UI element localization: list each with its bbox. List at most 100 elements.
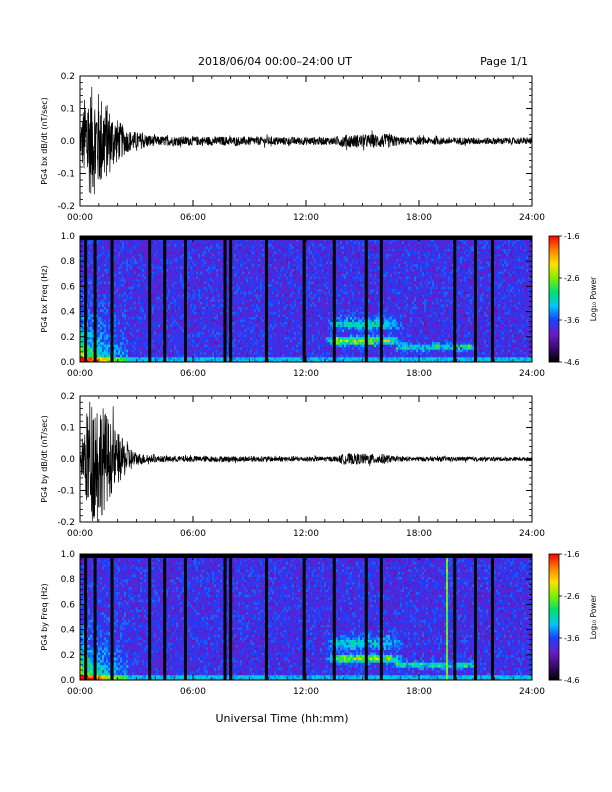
spectrogram-cell xyxy=(154,329,157,333)
spectrogram-cell xyxy=(104,281,107,285)
spectrogram-cell xyxy=(120,258,123,262)
spectrogram-cell xyxy=(232,341,235,345)
spectrogram-cell xyxy=(90,271,93,275)
spectrogram-cell xyxy=(220,351,223,355)
spectrogram-cell xyxy=(104,354,107,358)
spectrogram-cell xyxy=(186,291,189,295)
spectrogram-cell xyxy=(158,266,161,270)
spectrogram-cell xyxy=(202,268,205,272)
spectrogram-cell xyxy=(272,243,275,247)
spectrogram-cell xyxy=(124,266,127,270)
spectrogram-cell xyxy=(152,329,155,333)
spectrogram-cell xyxy=(108,258,111,262)
spectrogram-cell xyxy=(220,266,223,270)
spectrogram-cell xyxy=(82,314,85,317)
spectrogram-cell xyxy=(108,349,111,353)
spectrogram-cell xyxy=(262,339,265,343)
spectrogram-cell xyxy=(234,293,237,297)
spectrogram-cell xyxy=(262,299,265,302)
spectrogram-cell xyxy=(176,354,179,358)
spectrogram-cell xyxy=(178,293,181,297)
spectrogram-cell xyxy=(128,356,131,360)
spectrogram-cell xyxy=(260,319,263,322)
spectrogram-cell xyxy=(260,293,263,297)
spectrogram-cell xyxy=(124,334,127,338)
spectrogram-cell xyxy=(100,316,103,320)
spectrogram-cell xyxy=(120,283,123,287)
spectrogram-cell xyxy=(152,349,155,353)
spectrogram-cell xyxy=(220,304,223,307)
spectrogram-cell xyxy=(124,258,127,262)
spectrogram-cell xyxy=(186,276,189,280)
spectrogram-cell xyxy=(182,349,185,353)
spectrogram-cell xyxy=(274,349,277,353)
spectrogram-cell xyxy=(108,351,111,355)
spectrogram-cell xyxy=(140,256,143,259)
spectrogram-cell xyxy=(114,336,117,340)
spectrogram-cell xyxy=(228,331,231,335)
spectrogram-cell xyxy=(258,248,261,252)
spectrogram-cell xyxy=(140,296,143,300)
spectrogram-cell xyxy=(132,263,135,267)
spectrogram-cell xyxy=(260,268,263,272)
spectrogram-cell xyxy=(244,326,247,330)
spectrogram-cell xyxy=(140,251,143,254)
spectrogram-cell xyxy=(254,324,257,328)
spectrogram-cell xyxy=(252,346,255,350)
spectrogram-cell xyxy=(204,258,207,262)
spectrogram-cell xyxy=(146,256,149,259)
spectrogram-cell xyxy=(160,326,163,330)
spectrogram-cell xyxy=(270,301,273,305)
spectrogram-cell xyxy=(232,334,235,338)
spectrogram-cell xyxy=(128,243,131,247)
spectrogram-cell xyxy=(118,281,121,285)
spectrogram-cell xyxy=(106,319,109,322)
spectrogram-cell xyxy=(212,283,215,287)
spectrogram-cell xyxy=(134,286,137,290)
spectrogram-cell xyxy=(156,281,159,285)
spectrogram-cell xyxy=(180,248,183,252)
spectrogram-cell xyxy=(186,278,189,282)
spectrogram-cell xyxy=(178,256,181,259)
spectrogram-cell xyxy=(186,336,189,340)
spectrogram-cell xyxy=(274,339,277,343)
spectrogram-cell xyxy=(156,324,159,328)
spectrogram-cell xyxy=(124,273,127,277)
spectrogram-cell xyxy=(192,241,195,244)
spectrogram-cell xyxy=(188,261,191,265)
spectrogram-cell xyxy=(142,281,145,285)
y-axis-label: PG4 bx dB/dt (nT/sec) xyxy=(40,97,49,184)
spectrogram-cell xyxy=(140,286,143,290)
spectrogram-cell xyxy=(204,299,207,302)
spectrogram-cell xyxy=(274,316,277,320)
spectrogram-cell xyxy=(272,293,275,297)
spectrogram-cell xyxy=(136,251,139,254)
spectrogram-cell xyxy=(132,316,135,320)
spectrogram-cell xyxy=(92,263,95,267)
spectrogram-cell xyxy=(200,356,203,360)
spectrogram-cell xyxy=(176,301,179,305)
spectrogram-cell xyxy=(100,266,103,270)
spectrogram-cell xyxy=(162,359,165,363)
spectrogram-cell xyxy=(104,356,107,360)
spectrogram-cell xyxy=(88,273,91,277)
spectrogram-cell xyxy=(234,248,237,252)
spectrogram-cell xyxy=(206,248,209,252)
spectrogram-cell xyxy=(226,316,229,320)
spectrogram-cell xyxy=(270,263,273,267)
spectrogram-cell xyxy=(182,253,185,257)
spectrogram-cell xyxy=(210,258,213,262)
spectrogram-cell xyxy=(260,324,263,328)
spectrogram-cell xyxy=(248,241,251,244)
spectrogram-cell xyxy=(192,251,195,254)
spectrogram-cell xyxy=(242,299,245,302)
spectrogram-cell xyxy=(188,258,191,262)
spectrogram-cell xyxy=(254,263,257,267)
spectrogram-cell xyxy=(124,243,127,247)
spectrogram-cell xyxy=(88,321,91,325)
spectrogram-cell xyxy=(154,243,157,247)
spectrogram-cell xyxy=(206,309,209,312)
spectrogram-cell xyxy=(176,283,179,287)
spectrogram-cell xyxy=(82,319,85,322)
spectrogram-cell xyxy=(152,331,155,335)
